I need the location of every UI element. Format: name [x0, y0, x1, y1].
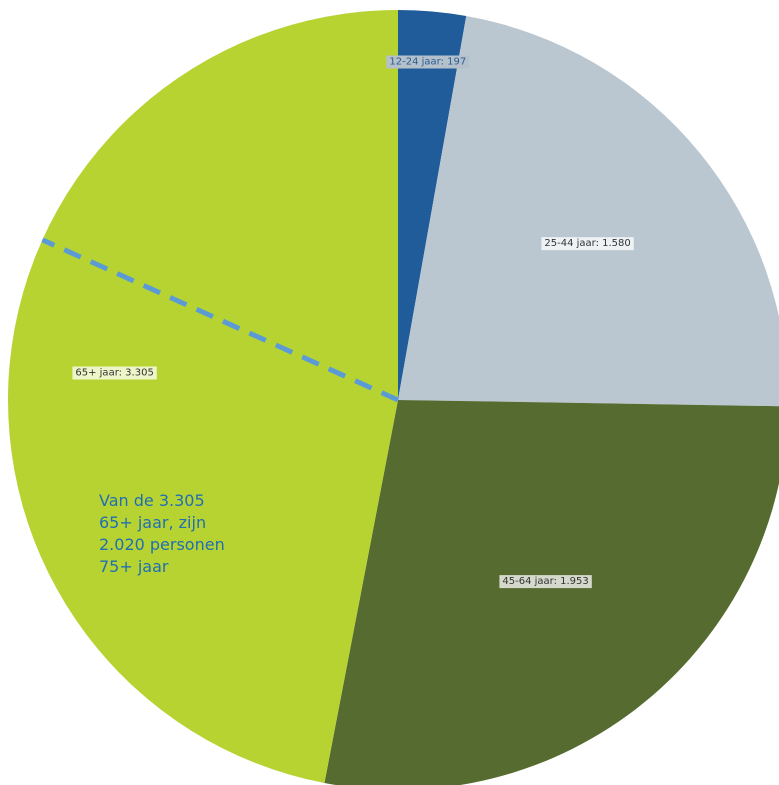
slice-12-24-jaar[interactable]: [398, 9, 467, 400]
slice-label-bg: [499, 575, 592, 589]
slice-25-44-jaar[interactable]: [398, 16, 779, 407]
slice-label-text: 45-64 jaar: 1.953: [502, 576, 588, 587]
annotation-line: 2.020 personen: [99, 535, 225, 554]
slice-label-12-24-jaar: 12-24 jaar: 197: [386, 55, 470, 69]
annotation: Van de 3.305 65+ jaar, zijn 2.020 personen…: [99, 491, 225, 576]
slice-label-text: 25-44 jaar: 1.580: [544, 238, 630, 249]
slice-label-bg: [386, 55, 470, 69]
slice-label-text: 65+ jaar: 3.305: [75, 368, 153, 379]
slice-label-25-44-jaar: 25-44 jaar: 1.580: [541, 237, 634, 251]
annotation-line: 65+ jaar, zijn: [99, 513, 206, 532]
annotation-line: 75+ jaar: [99, 557, 169, 576]
subdivision-dashed-line: [41, 237, 400, 403]
slice-label-65plus-jaar: 65+ jaar: 3.305: [72, 366, 157, 380]
subdivision-layer: [41, 237, 400, 403]
slice-labels: 12-24 jaar: 197 25-44 jaar: 1.580 45-64 ja…: [72, 55, 634, 589]
slice-label-bg: [72, 366, 157, 380]
slice-label-bg: [541, 237, 634, 251]
slice-label-text: 12-24 jaar: 197: [389, 57, 466, 68]
slice-45-64-jaar[interactable]: [324, 400, 779, 785]
annotation-line: Van de 3.305: [99, 491, 205, 510]
slice-65plus-jaar[interactable]: [7, 10, 399, 783]
slice-label-45-64-jaar: 45-64 jaar: 1.953: [499, 575, 592, 589]
pie-slices: [7, 9, 779, 785]
